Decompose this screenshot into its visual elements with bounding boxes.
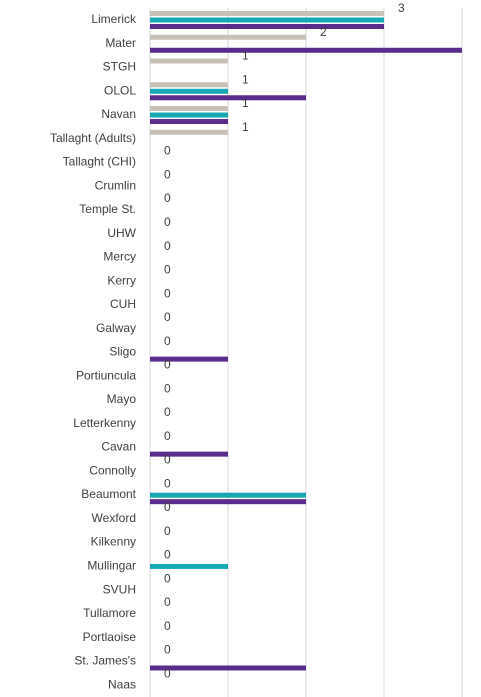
category-label: Tullamore [83, 606, 136, 620]
category-label: Mater [105, 36, 136, 50]
data-label: 0 [164, 405, 171, 419]
data-label: 0 [164, 476, 171, 490]
data-label: 0 [164, 548, 171, 562]
category-label: Limerick [91, 12, 137, 26]
data-label: 0 [164, 310, 171, 324]
category-label: Sligo [109, 345, 136, 359]
bar [150, 34, 306, 40]
category-label: Naas [108, 677, 136, 691]
bar [150, 451, 228, 457]
bar [150, 58, 228, 64]
bar [150, 492, 306, 498]
category-label: CUH [110, 297, 136, 311]
category-label: Galway [96, 321, 136, 335]
data-label: 0 [164, 619, 171, 633]
data-label: 2 [320, 25, 327, 39]
category-label: STGH [103, 60, 136, 74]
data-label: 0 [164, 263, 171, 277]
data-label: 0 [164, 191, 171, 205]
bar [150, 82, 228, 88]
category-label: Navan [101, 107, 136, 121]
data-label: 0 [164, 500, 171, 514]
category-label: Beaumont [81, 487, 136, 501]
data-label: 0 [164, 215, 171, 229]
bar [150, 112, 228, 118]
data-label: 0 [164, 334, 171, 348]
data-label: 1 [242, 49, 249, 63]
bar [150, 129, 228, 135]
category-label: Wexford [92, 511, 136, 525]
bar [150, 499, 306, 505]
category-label: Portiuncula [76, 368, 136, 382]
data-label: 0 [164, 643, 171, 657]
data-label: 0 [164, 666, 171, 680]
data-label: 0 [164, 453, 171, 467]
category-label: UHW [107, 226, 136, 240]
category-label: St. James's [74, 654, 136, 668]
bar [150, 119, 228, 125]
category-label: Kilkenny [91, 535, 136, 549]
data-label: 0 [164, 286, 171, 300]
category-label: Cavan [101, 440, 136, 454]
bar [150, 356, 228, 362]
data-label: 1 [242, 120, 249, 134]
data-label: 0 [164, 358, 171, 372]
category-label: Mayo [107, 392, 137, 406]
data-label: 0 [164, 381, 171, 395]
category-label: Tallaght (Adults) [50, 131, 136, 145]
category-label: Kerry [107, 273, 136, 287]
category-label: Crumlin [95, 178, 136, 192]
data-label: 1 [242, 96, 249, 110]
category-label: OLOL [104, 83, 136, 97]
category-label: Letterkenny [73, 416, 136, 430]
data-label: 0 [164, 571, 171, 585]
data-label: 0 [164, 595, 171, 609]
bar [150, 106, 228, 112]
category-label: Portlaoise [83, 630, 137, 644]
category-label: Mercy [103, 250, 136, 264]
category-label: SVUH [103, 582, 136, 596]
bar [150, 665, 306, 671]
bar [150, 95, 306, 101]
category-label: Mullingar [87, 558, 136, 572]
bar [150, 11, 384, 16]
bar [150, 47, 462, 53]
data-label: 3 [398, 1, 405, 15]
category-label: Tallaght (CHI) [63, 155, 136, 169]
bar [150, 17, 384, 23]
bar [150, 24, 384, 29]
data-label: 0 [164, 144, 171, 158]
category-label: Temple St. [79, 202, 136, 216]
bar [150, 563, 228, 569]
data-label: 0 [164, 167, 171, 181]
data-label: 0 [164, 524, 171, 538]
bar [150, 88, 228, 94]
data-label: 1 [242, 72, 249, 86]
category-label: Connolly [89, 463, 136, 477]
data-label: 0 [164, 429, 171, 443]
data-label: 0 [164, 239, 171, 253]
